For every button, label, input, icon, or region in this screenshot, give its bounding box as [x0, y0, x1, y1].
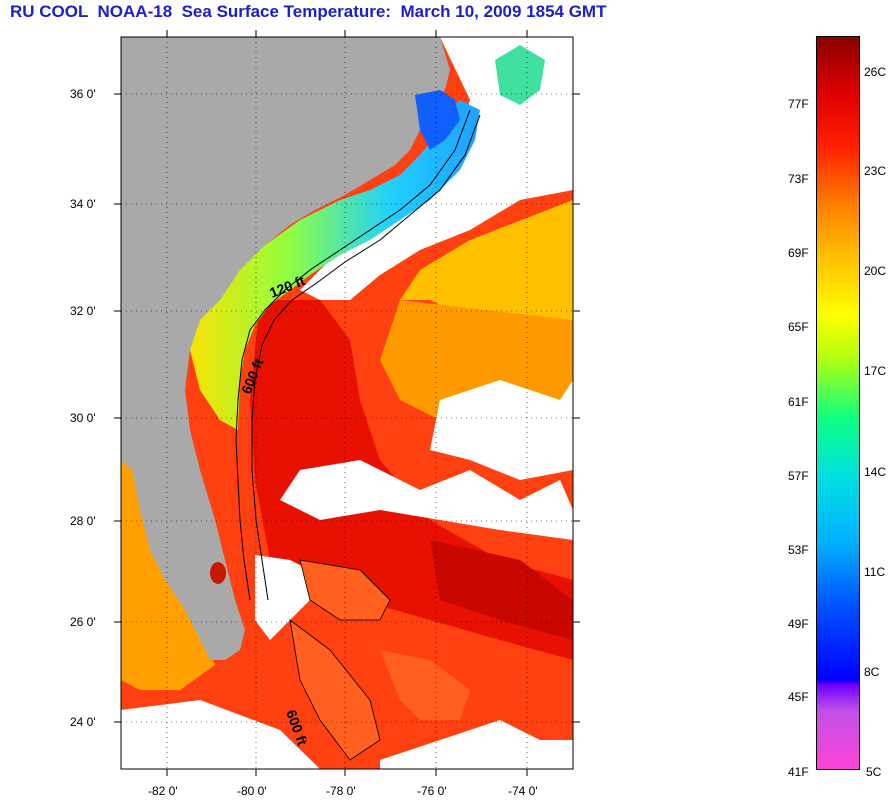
grid-lines	[121, 37, 573, 769]
map-frame	[120, 36, 574, 770]
cloud-area	[300, 37, 573, 300]
lon-label-82: -82 0'	[148, 784, 178, 798]
map-title: RU COOL NOAA-18 Sea Surface Temperature:…	[10, 2, 607, 21]
pamlico-sound	[415, 90, 460, 150]
cb-label-8c: 8C	[864, 665, 880, 679]
cb-label-11c: 11C	[864, 565, 886, 579]
cb-label-69f: 69F	[788, 246, 809, 260]
cb-label-53f: 53F	[788, 543, 809, 557]
lat-label-24: 24 0'	[70, 715, 96, 729]
lon-label-74: -74 0'	[508, 784, 538, 798]
cb-label-41f: 41F	[788, 765, 809, 779]
cb-label-14c: 14C	[864, 465, 887, 479]
lat-label-30: 30 0'	[70, 411, 96, 425]
cool-shelf	[185, 100, 480, 430]
lon-ticks	[166, 30, 528, 776]
lat-label-36: 36 0'	[70, 87, 96, 101]
cb-label-23c: 23C	[864, 164, 887, 178]
cb-label-49f: 49F	[788, 617, 809, 631]
land-mass	[121, 37, 450, 660]
bahamas-bank	[290, 560, 470, 760]
contour-bahamas	[289, 559, 391, 761]
cloud-patches	[121, 380, 573, 769]
hatteras-cool-patch	[495, 45, 545, 105]
lon-label-76: -76 0'	[417, 784, 447, 798]
cb-label-61f: 61F	[788, 395, 809, 409]
cb-label-5c: 5C	[866, 765, 882, 779]
cb-label-77f: 77F	[788, 97, 809, 111]
lake-okeechobee	[210, 562, 226, 584]
lon-label-80: -80 0'	[237, 784, 267, 798]
lat-ticks	[114, 93, 580, 723]
gulf-stream-core	[430, 540, 573, 640]
lat-label-26: 26 0'	[70, 615, 96, 629]
cb-label-26c: 26C	[864, 65, 887, 79]
cb-label-65f: 65F	[788, 320, 809, 334]
contour-600ft	[251, 114, 481, 601]
lat-label-32: 32 0'	[70, 304, 96, 318]
cb-label-57f: 57F	[788, 469, 809, 483]
cb-label-73f: 73F	[788, 172, 809, 186]
temperature-colorbar	[816, 36, 860, 770]
lon-label-78: -78 0'	[326, 784, 356, 798]
cb-label-17c: 17C	[864, 364, 887, 378]
lat-label-28: 28 0'	[70, 514, 96, 528]
lat-label-34: 34 0'	[70, 197, 96, 211]
cb-label-20c: 20C	[864, 264, 887, 278]
offshore-warm-band	[400, 200, 573, 330]
cb-label-45f: 45F	[788, 690, 809, 704]
contour-120ft	[235, 109, 471, 601]
